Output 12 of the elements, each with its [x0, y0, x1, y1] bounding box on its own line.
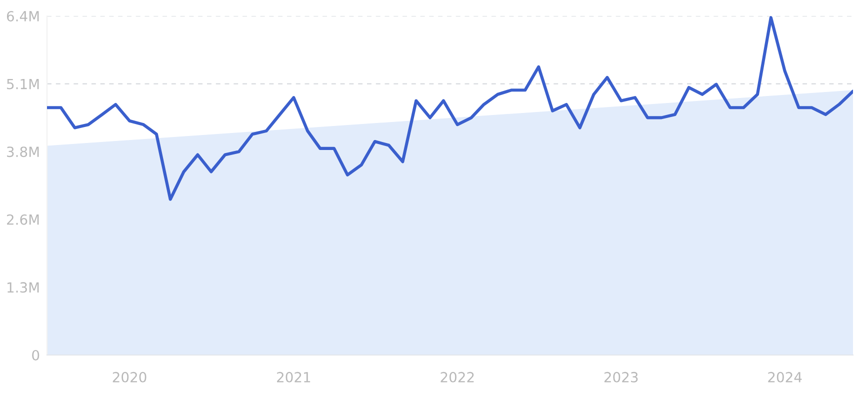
x-tick-label: 2020 [112, 372, 146, 382]
y-tick-label: 2.6M [7, 214, 39, 225]
y-tick-label: 6.4M [6, 10, 39, 22]
line-series [47, 16, 853, 201]
y-tick-label: 1.3M [8, 282, 39, 293]
x-tick-label: 2021 [277, 372, 310, 382]
y-tick-label: 3.8M [7, 146, 39, 158]
x-tick-label: 2023 [604, 372, 638, 382]
x-tick-label: 2024 [768, 372, 802, 382]
x-tick-label: 2022 [440, 372, 474, 382]
y-tick-label: 5.1M [7, 78, 39, 90]
y-tick-label: 0 [32, 350, 40, 360]
